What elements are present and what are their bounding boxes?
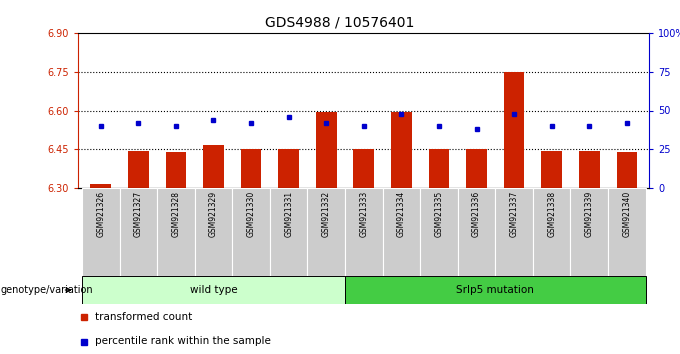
Bar [579,150,600,188]
Text: wild type: wild type [190,285,237,295]
Bar [194,188,233,276]
Bar [82,188,120,276]
Bar [391,112,411,188]
Bar [120,188,157,276]
Bar [233,188,270,276]
Text: genotype/variation: genotype/variation [1,285,93,295]
Text: GDS4988 / 10576401: GDS4988 / 10576401 [265,16,415,30]
Text: GSM921338: GSM921338 [547,191,556,237]
Text: GSM921332: GSM921332 [322,191,330,237]
Bar [128,150,149,188]
Bar [495,188,533,276]
Bar [307,188,345,276]
Text: GSM921329: GSM921329 [209,191,218,237]
Bar [466,149,487,188]
Text: GSM921334: GSM921334 [397,191,406,237]
Text: GSM921336: GSM921336 [472,191,481,237]
Bar [420,188,458,276]
Bar [383,188,420,276]
Text: GSM921330: GSM921330 [247,191,256,237]
Bar [203,145,224,188]
Text: GSM921328: GSM921328 [171,191,180,236]
Text: GSM921327: GSM921327 [134,191,143,237]
Bar [533,188,571,276]
Text: GSM921340: GSM921340 [622,191,631,237]
Bar [428,149,449,188]
Bar [278,149,299,188]
Bar [82,276,345,304]
Bar [157,188,194,276]
Bar [90,184,111,188]
Bar [571,188,608,276]
Bar [165,152,186,188]
Text: percentile rank within the sample: percentile rank within the sample [95,337,271,347]
Text: GSM921331: GSM921331 [284,191,293,237]
Bar [345,188,383,276]
Bar [270,188,307,276]
Bar [458,188,495,276]
Bar [617,152,637,188]
Text: GSM921335: GSM921335 [435,191,443,237]
Text: GSM921337: GSM921337 [509,191,519,237]
Bar [241,149,261,188]
Bar [354,149,374,188]
Bar [504,72,524,188]
Bar [608,188,645,276]
Bar [316,112,337,188]
Bar [345,276,645,304]
Text: Srlp5 mutation: Srlp5 mutation [456,285,534,295]
Text: GSM921333: GSM921333 [359,191,369,237]
Text: transformed count: transformed count [95,312,192,321]
Text: GSM921326: GSM921326 [97,191,105,237]
Text: GSM921339: GSM921339 [585,191,594,237]
Bar [541,151,562,188]
